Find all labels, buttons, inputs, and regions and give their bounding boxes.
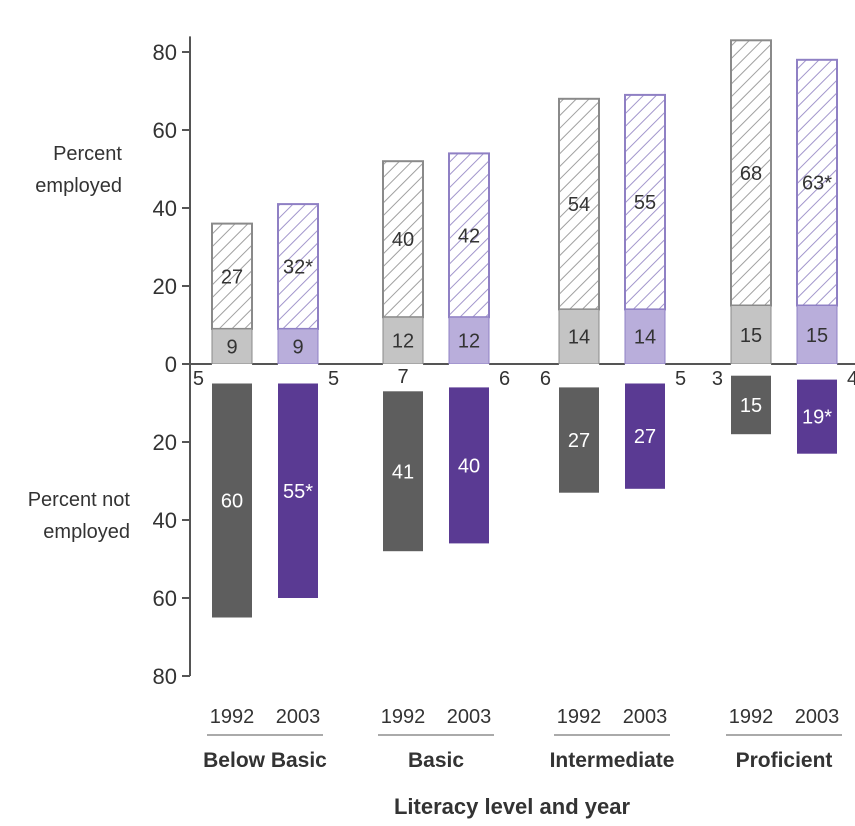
data-label-part: 9 [226, 336, 237, 358]
data-label-not: 55* [283, 481, 313, 503]
bar-gap-2003 [797, 364, 837, 380]
bar-not-employed-1992 [383, 391, 423, 552]
bar-employed-part-1992 [730, 305, 772, 365]
bar-employed-full-1992 [211, 222, 253, 330]
data-label-part: 15 [806, 325, 828, 347]
x-tick-year: 1992 [729, 706, 774, 728]
x-group-label: Basic [408, 749, 464, 772]
data-label-full: 27 [221, 266, 243, 288]
x-group-label: Intermediate [550, 749, 675, 772]
data-label-not: 19* [802, 407, 832, 429]
data-label-full: 63* [802, 173, 832, 195]
bar-not-employed-1992 [212, 383, 252, 618]
y-label-lower-line-1: Percent not [28, 489, 131, 511]
data-label-part: 14 [634, 327, 656, 349]
x-group-label: Below Basic [203, 749, 327, 772]
y-label-lower-line-2: employed [43, 521, 130, 543]
x-tick-year: 2003 [276, 706, 321, 728]
data-label-full: 68 [740, 163, 762, 185]
y-tick-label: 20 [153, 274, 177, 299]
data-label-part: 12 [392, 331, 414, 353]
bar-not-employed-2003 [797, 379, 837, 454]
x-axis-title: Literacy level and year [394, 794, 630, 819]
x-tick-year: 1992 [557, 706, 602, 728]
data-label-not: 40 [458, 455, 480, 477]
bar-gap-2003 [278, 364, 318, 384]
bar-not-employed-2003 [625, 383, 665, 489]
data-label-gap: 4 [847, 368, 855, 390]
bar-employed-full-1992 [382, 160, 424, 319]
bar-employed-part-2003 [796, 305, 838, 365]
data-label-full: 55 [634, 192, 656, 214]
bar-employed-part-2003 [277, 328, 319, 365]
bar-employed-part-2003 [624, 308, 666, 365]
data-label-gap: 5 [328, 368, 339, 390]
bar-employed-full-2003 [277, 203, 319, 330]
bar-gap-1992 [212, 364, 252, 384]
x-group-label: Proficient [736, 749, 833, 772]
data-label-full: 42 [458, 225, 480, 247]
data-label-not: 60 [221, 491, 243, 513]
bar-employed-part-1992 [558, 308, 600, 365]
data-label-part: 14 [568, 327, 590, 349]
data-label-gap: 6 [499, 368, 510, 390]
y-tick-label: 0 [165, 352, 177, 377]
data-label-gap: 6 [540, 368, 551, 390]
data-label-full: 40 [392, 229, 414, 251]
bar-not-employed-1992 [731, 375, 771, 435]
data-label-part: 12 [458, 331, 480, 353]
data-label-not: 27 [568, 430, 590, 452]
y-tick-label: 40 [153, 196, 177, 221]
bar-employed-full-2003 [796, 58, 838, 307]
data-label-gap: 3 [712, 368, 723, 390]
bar-not-employed-1992 [559, 387, 599, 493]
data-label-part: 9 [292, 336, 303, 358]
y-tick-label: 20 [153, 430, 177, 455]
y-label-upper-line-1: Percent [53, 143, 122, 165]
data-label-full: 32* [283, 257, 313, 279]
data-label-gap: 5 [193, 368, 204, 390]
bar-employed-full-2003 [448, 152, 490, 319]
y-tick-label: 40 [153, 508, 177, 533]
x-tick-year: 1992 [210, 706, 255, 728]
data-label-gap: 5 [675, 368, 686, 390]
bar-gap-1992 [731, 364, 771, 376]
x-tick-year: 2003 [447, 706, 492, 728]
x-tick-year: 2003 [795, 706, 840, 728]
bar-not-employed-2003 [278, 383, 318, 598]
y-tick-label: 80 [153, 40, 177, 65]
data-label-gap: 7 [397, 366, 408, 388]
bar-gap-2003 [449, 364, 489, 388]
bar-employed-part-1992 [382, 316, 424, 365]
bar-gap-1992 [559, 364, 599, 388]
y-tick-label: 60 [153, 118, 177, 143]
bar-employed-full-2003 [624, 93, 666, 311]
bar-gap-2003 [625, 364, 665, 384]
bar-not-employed-2003 [449, 387, 489, 544]
y-tick-label: 80 [153, 664, 177, 689]
y-tick-label: 60 [153, 586, 177, 611]
data-label-not: 41 [392, 461, 414, 483]
bar-gap-1992 [383, 364, 423, 392]
data-label-not: 27 [634, 426, 656, 448]
bar-employed-part-1992 [211, 328, 253, 365]
data-label-part: 15 [740, 325, 762, 347]
x-tick-year: 1992 [381, 706, 426, 728]
y-label-upper-line-2: employed [35, 175, 122, 197]
x-tick-year: 2003 [623, 706, 668, 728]
data-label-not: 15 [740, 395, 762, 417]
bar-employed-full-1992 [730, 39, 772, 307]
data-label-full: 54 [568, 194, 590, 216]
